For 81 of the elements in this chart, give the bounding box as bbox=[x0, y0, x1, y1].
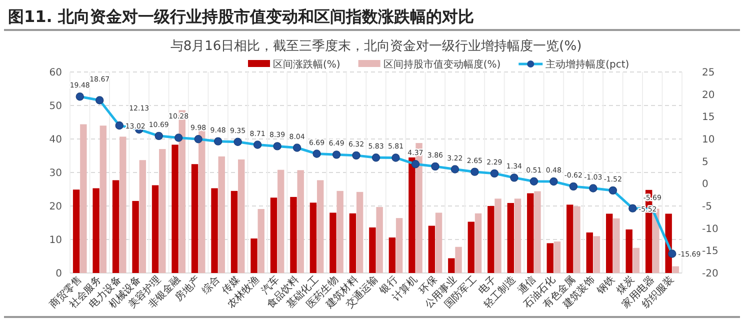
bar bbox=[310, 202, 317, 273]
y-tick-label: 50 bbox=[49, 101, 62, 112]
bar bbox=[92, 188, 100, 273]
bar bbox=[120, 136, 126, 273]
bar bbox=[534, 191, 541, 273]
bar bbox=[527, 193, 534, 273]
y2-tick-label: -5 bbox=[702, 202, 712, 212]
bar bbox=[613, 218, 620, 273]
bar bbox=[626, 229, 632, 273]
y2-tick-label: 15 bbox=[702, 112, 715, 124]
bar bbox=[316, 180, 324, 273]
legend-label: 区间持股市值变动幅度(%) bbox=[383, 58, 501, 70]
bar bbox=[514, 198, 522, 273]
bar bbox=[191, 164, 198, 273]
bar bbox=[574, 206, 580, 273]
bar bbox=[474, 213, 482, 273]
x-tick-label: 钢铁 bbox=[594, 274, 618, 298]
chart-subtitle: 与8月16日相比，截至三季度末，北向资金对一级行业增持幅度一览(%) bbox=[170, 38, 582, 54]
y2-tick-label: 5 bbox=[702, 156, 708, 168]
chart-title: 图11. 北向资金对一级行业持股市值变动和区间指数涨跌幅的对比 bbox=[8, 7, 474, 26]
bar bbox=[376, 207, 383, 273]
y2-tick-label: 10 bbox=[702, 134, 715, 146]
bar bbox=[507, 202, 514, 273]
bar bbox=[468, 222, 475, 273]
bar bbox=[72, 190, 80, 273]
bar bbox=[336, 190, 344, 273]
bar bbox=[100, 126, 107, 273]
bar bbox=[448, 258, 455, 273]
y-tick-label: 0 bbox=[56, 268, 62, 280]
bar bbox=[270, 198, 278, 273]
bar bbox=[112, 180, 120, 273]
bar bbox=[139, 160, 146, 273]
bar bbox=[566, 204, 574, 273]
bar bbox=[554, 242, 561, 273]
bar bbox=[455, 246, 462, 273]
y2-tick-label: -15 bbox=[702, 246, 718, 258]
bar bbox=[198, 130, 206, 273]
bar bbox=[396, 218, 403, 273]
y-tick-label: 60 bbox=[49, 68, 62, 78]
bar bbox=[672, 266, 680, 273]
bar bbox=[488, 206, 494, 273]
bar bbox=[330, 212, 336, 273]
bar bbox=[356, 192, 364, 273]
bar bbox=[435, 212, 442, 273]
y-tick-label: 40 bbox=[49, 134, 62, 146]
bar bbox=[297, 170, 304, 273]
bar bbox=[369, 227, 376, 273]
y-tick-label: 30 bbox=[49, 168, 62, 179]
bar bbox=[388, 237, 396, 273]
y2-tick-label: -20 bbox=[702, 268, 718, 280]
bar bbox=[546, 243, 554, 273]
bar bbox=[290, 196, 297, 273]
bar bbox=[428, 226, 436, 273]
bar bbox=[238, 159, 245, 273]
y2-tick-label: 0 bbox=[702, 179, 708, 190]
legend-label: 区间涨跌幅(%) bbox=[273, 58, 340, 70]
bar bbox=[159, 149, 166, 273]
bar bbox=[593, 236, 600, 273]
bar bbox=[349, 213, 356, 273]
bar bbox=[218, 156, 225, 273]
y2-tick-label: 20 bbox=[702, 90, 715, 101]
bar bbox=[632, 248, 640, 273]
y2-tick-label: 25 bbox=[702, 68, 715, 78]
bar bbox=[132, 200, 139, 273]
y-tick-label: 10 bbox=[49, 235, 62, 246]
y2-tick-label: -10 bbox=[702, 224, 718, 235]
bar bbox=[277, 170, 284, 273]
y-tick-label: 20 bbox=[49, 202, 62, 212]
bar bbox=[494, 198, 502, 273]
bar bbox=[408, 157, 416, 273]
bar bbox=[211, 188, 218, 273]
bar bbox=[606, 214, 613, 273]
bar bbox=[586, 232, 593, 273]
bar bbox=[258, 209, 264, 273]
bar bbox=[152, 185, 159, 273]
bar bbox=[80, 124, 87, 273]
x-tick-label: 综合 bbox=[200, 274, 222, 296]
bar bbox=[230, 190, 238, 273]
bar bbox=[250, 238, 258, 273]
legend-label: 主动增持幅度(pct) bbox=[546, 58, 630, 70]
bar bbox=[172, 144, 178, 273]
